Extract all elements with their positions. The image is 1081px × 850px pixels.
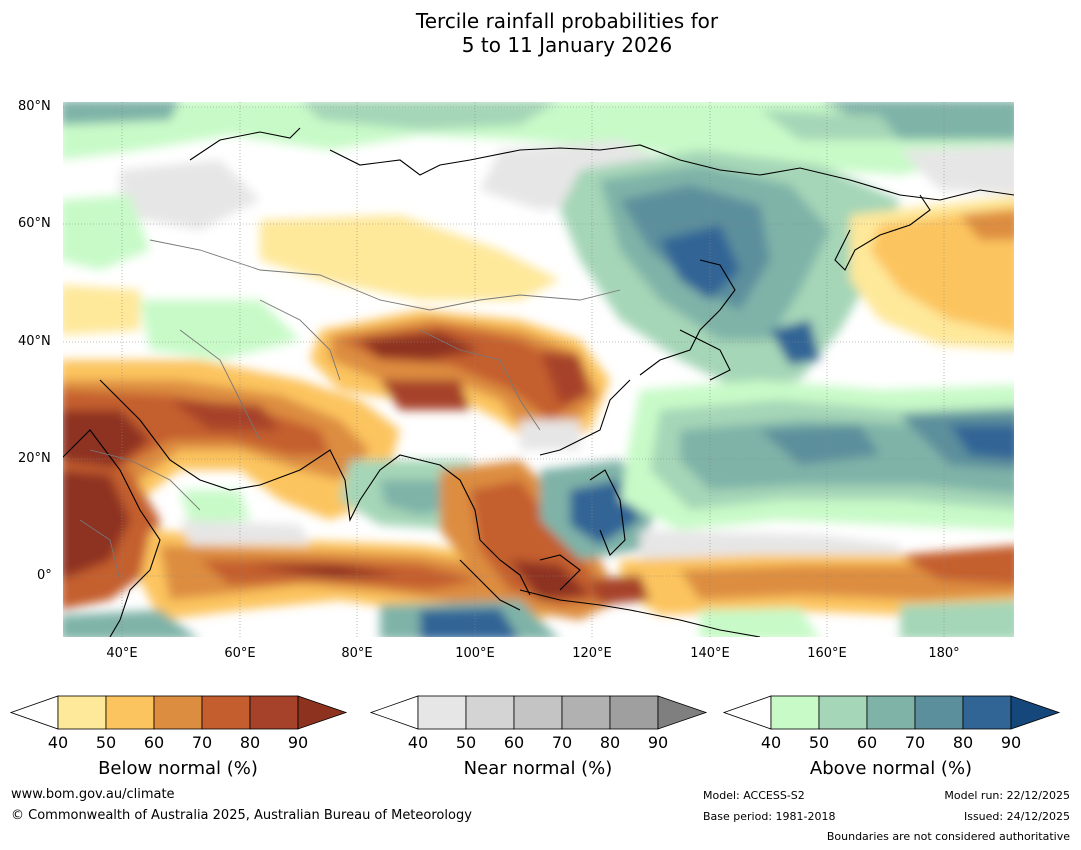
below-tick-60: 60 [143, 733, 165, 752]
above-swatch-40 [770, 695, 820, 730]
above-tick-50: 50 [808, 733, 830, 752]
near-tick-90: 90 [647, 733, 669, 752]
below-tick-70: 70 [191, 733, 213, 752]
above-swatch-80 [962, 695, 1012, 730]
near-normal-label: Near normal (%) [463, 758, 613, 779]
model-run-text: Model run: 22/12/2025 [944, 789, 1070, 802]
lon-label-120e: 120°E [572, 646, 612, 661]
lat-label-20n: 20°N [18, 451, 51, 466]
above-tick-60: 60 [856, 733, 878, 752]
lon-label-60e: 60°E [224, 646, 256, 661]
near-tick-60: 60 [503, 733, 525, 752]
below-swatch-60 [153, 695, 203, 730]
near-tick-50: 50 [455, 733, 477, 752]
disclaimer-text: Boundaries are not considered authoritat… [826, 830, 1070, 843]
lon-label-140e: 140°E [690, 646, 730, 661]
colorbar-above-normal [723, 695, 1061, 730]
below-swatch-80 [249, 695, 299, 730]
model-text: Model: ACCESS-S2 [703, 789, 805, 802]
lon-label-100e: 100°E [455, 646, 495, 661]
above-tick-40: 40 [760, 733, 782, 752]
base-period-text: Base period: 1981-2018 [703, 810, 836, 823]
near-tick-70: 70 [551, 733, 573, 752]
below-tick-40: 40 [47, 733, 69, 752]
above-tick-70: 70 [904, 733, 926, 752]
borders [79, 239, 621, 581]
website-link[interactable]: www.bom.gov.au/climate [11, 787, 175, 802]
near-swatch-60 [513, 695, 563, 730]
near-swatch-50 [465, 695, 515, 730]
lon-label-180: 180° [928, 646, 960, 661]
lat-label-60n: 60°N [18, 216, 51, 231]
copyright-text: © Commonwealth of Australia 2025, Austra… [11, 808, 472, 823]
graticule [63, 102, 1014, 637]
issued-text: Issued: 24/12/2025 [963, 810, 1070, 823]
lon-label-40e: 40°E [106, 646, 138, 661]
colorbar-near-normal [370, 695, 708, 730]
near-tick-80: 80 [599, 733, 621, 752]
below-tick-50: 50 [95, 733, 117, 752]
below-arrow-low [10, 695, 59, 730]
below-swatch-70 [201, 695, 251, 730]
title-line-1: Tercile rainfall probabilities for [415, 9, 719, 33]
below-normal-label: Below normal (%) [98, 758, 258, 779]
above-arrow-high [1010, 695, 1061, 730]
above-swatch-70 [914, 695, 964, 730]
near-swatch-40 [417, 695, 467, 730]
above-swatch-60 [866, 695, 916, 730]
lat-label-40n: 40°N [18, 334, 51, 349]
title-line-2: 5 to 11 January 2026 [461, 33, 673, 57]
above-tick-80: 80 [952, 733, 974, 752]
colorbar-below-normal [10, 695, 348, 730]
near-swatch-80 [609, 695, 659, 730]
above-swatch-50 [818, 695, 868, 730]
near-arrow-low [370, 695, 419, 730]
above-arrow-low [723, 695, 772, 730]
below-tick-80: 80 [239, 733, 261, 752]
coastlines [63, 127, 1014, 637]
near-tick-40: 40 [407, 733, 429, 752]
below-swatch-40 [57, 695, 107, 730]
map-field [63, 102, 1014, 637]
above-tick-90: 90 [1000, 733, 1022, 752]
above-normal-label: Above normal (%) [809, 758, 973, 779]
near-arrow-high [657, 695, 708, 730]
lat-label-0: 0° [37, 568, 52, 583]
lat-label-80n: 80°N [18, 99, 51, 114]
below-tick-90: 90 [287, 733, 309, 752]
below-swatch-50 [105, 695, 155, 730]
below-arrow-high [297, 695, 348, 730]
lon-label-80e: 80°E [341, 646, 373, 661]
near-swatch-70 [561, 695, 611, 730]
lon-label-160e: 160°E [807, 646, 847, 661]
